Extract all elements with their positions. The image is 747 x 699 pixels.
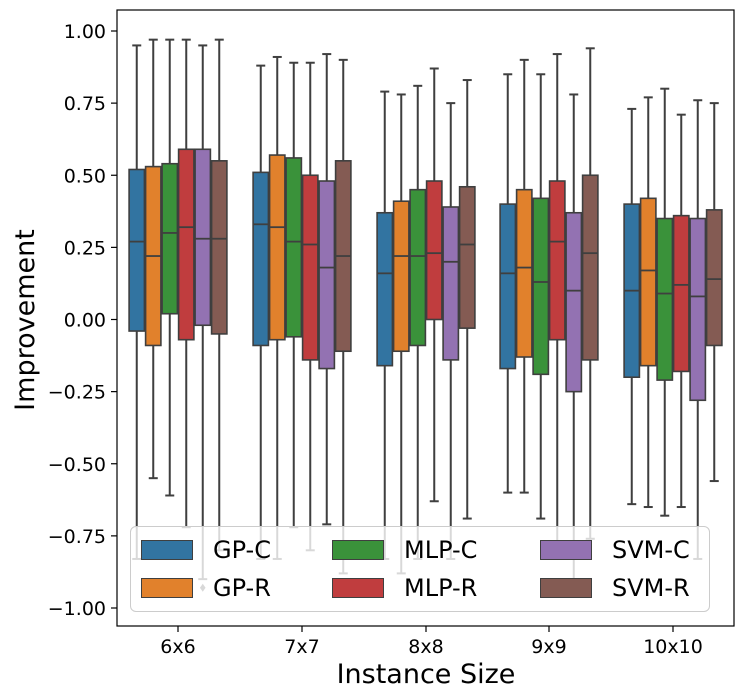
legend-item-mlp-r: MLP-R xyxy=(332,573,477,603)
box-svm-c-9x9 xyxy=(565,211,583,393)
y-tick-label: 0.50 xyxy=(64,165,106,187)
legend-swatch-svm-c xyxy=(540,540,592,560)
box-mlp-r-9x9 xyxy=(548,180,566,341)
legend-label-svm-c: SVM-C xyxy=(612,536,690,564)
legend-swatch-svm-r xyxy=(540,578,592,598)
legend-label-svm-r: SVM-R xyxy=(612,574,690,602)
box-mlp-r-8x8 xyxy=(425,180,443,321)
box-mlp-r-7x7 xyxy=(301,174,319,361)
legend-item-gp-c: GP-C xyxy=(141,535,271,565)
box-svm-c-6x6 xyxy=(194,148,212,327)
box-gp-c-9x9 xyxy=(499,203,517,370)
box-mlp-c-6x6 xyxy=(161,162,179,315)
x-tick-label-9x9: 9x9 xyxy=(531,636,566,658)
legend-label-mlp-r: MLP-R xyxy=(404,574,478,602)
legend-label-mlp-c: MLP-C xyxy=(404,536,478,564)
legend-swatch-gp-c xyxy=(141,540,193,560)
legend-label-gp-r: GP-R xyxy=(213,574,271,602)
box-gp-r-7x7 xyxy=(268,154,286,341)
box-svm-r-9x9 xyxy=(581,174,599,361)
box-gp-c-6x6 xyxy=(128,168,146,332)
y-ticks: 1.00 0.75 0.50 0.25 0.00 −0.25 −0.50 −0.75 −1.00 xyxy=(48,21,117,620)
box-layer xyxy=(128,148,723,592)
y-tick-label: 1.00 xyxy=(64,21,106,43)
legend-item-gp-r: GP-R xyxy=(141,573,271,603)
x-tick-label-10x10: 10x10 xyxy=(643,636,703,658)
box-svm-r-6x6 xyxy=(210,160,228,335)
legend-item-mlp-c: MLP-C xyxy=(332,535,477,565)
box-gp-r-10x10 xyxy=(639,197,657,367)
box-gp-c-8x8 xyxy=(376,211,394,367)
legend-label-gp-c: GP-C xyxy=(213,536,271,564)
box-mlp-c-9x9 xyxy=(532,197,550,376)
box-svm-c-8x8 xyxy=(442,206,460,361)
legend-swatch-mlp-c xyxy=(332,540,384,560)
y-tick-label: 0.25 xyxy=(64,237,106,259)
box-mlp-c-7x7 xyxy=(285,157,303,338)
x-axis-label: Instance Size xyxy=(337,659,516,690)
box-svm-r-10x10 xyxy=(705,209,723,347)
x-tick-label-8x8: 8x8 xyxy=(408,636,443,658)
y-axis-label: Improvement xyxy=(10,229,41,411)
y-tick-label: −0.25 xyxy=(48,382,106,404)
legend-swatch-mlp-r xyxy=(332,578,384,598)
y-tick-label: −0.75 xyxy=(48,526,106,548)
box-mlp-r-6x6 xyxy=(177,148,195,341)
box-gp-r-9x9 xyxy=(515,188,533,358)
box-gp-r-8x8 xyxy=(392,200,410,353)
legend-item-svm-r: SVM-R xyxy=(540,573,690,603)
box-mlp-c-8x8 xyxy=(409,188,427,347)
x-tick-label-6x6: 6x6 xyxy=(160,636,195,658)
x-tick-label-7x7: 7x7 xyxy=(284,636,319,658)
x-ticks: 6x6 7x7 8x8 9x9 10x10 xyxy=(160,626,703,658)
box-svm-c-10x10 xyxy=(689,217,707,402)
y-tick-label: 0.00 xyxy=(64,310,106,332)
y-tick-label: 0.75 xyxy=(64,93,106,115)
legend: GP-C GP-R MLP-C MLP-R SVM-C SVM-R xyxy=(130,526,710,612)
box-mlp-c-10x10 xyxy=(656,217,674,381)
box-mlp-r-10x10 xyxy=(672,214,690,373)
y-tick-label: −1.00 xyxy=(48,598,106,620)
box-svm-r-8x8 xyxy=(458,185,476,329)
legend-item-svm-c: SVM-C xyxy=(540,535,690,565)
box-gp-c-7x7 xyxy=(252,171,270,347)
legend-swatch-gp-r xyxy=(141,578,193,598)
y-tick-label: −0.50 xyxy=(48,454,106,476)
box-svm-c-7x7 xyxy=(318,180,336,370)
